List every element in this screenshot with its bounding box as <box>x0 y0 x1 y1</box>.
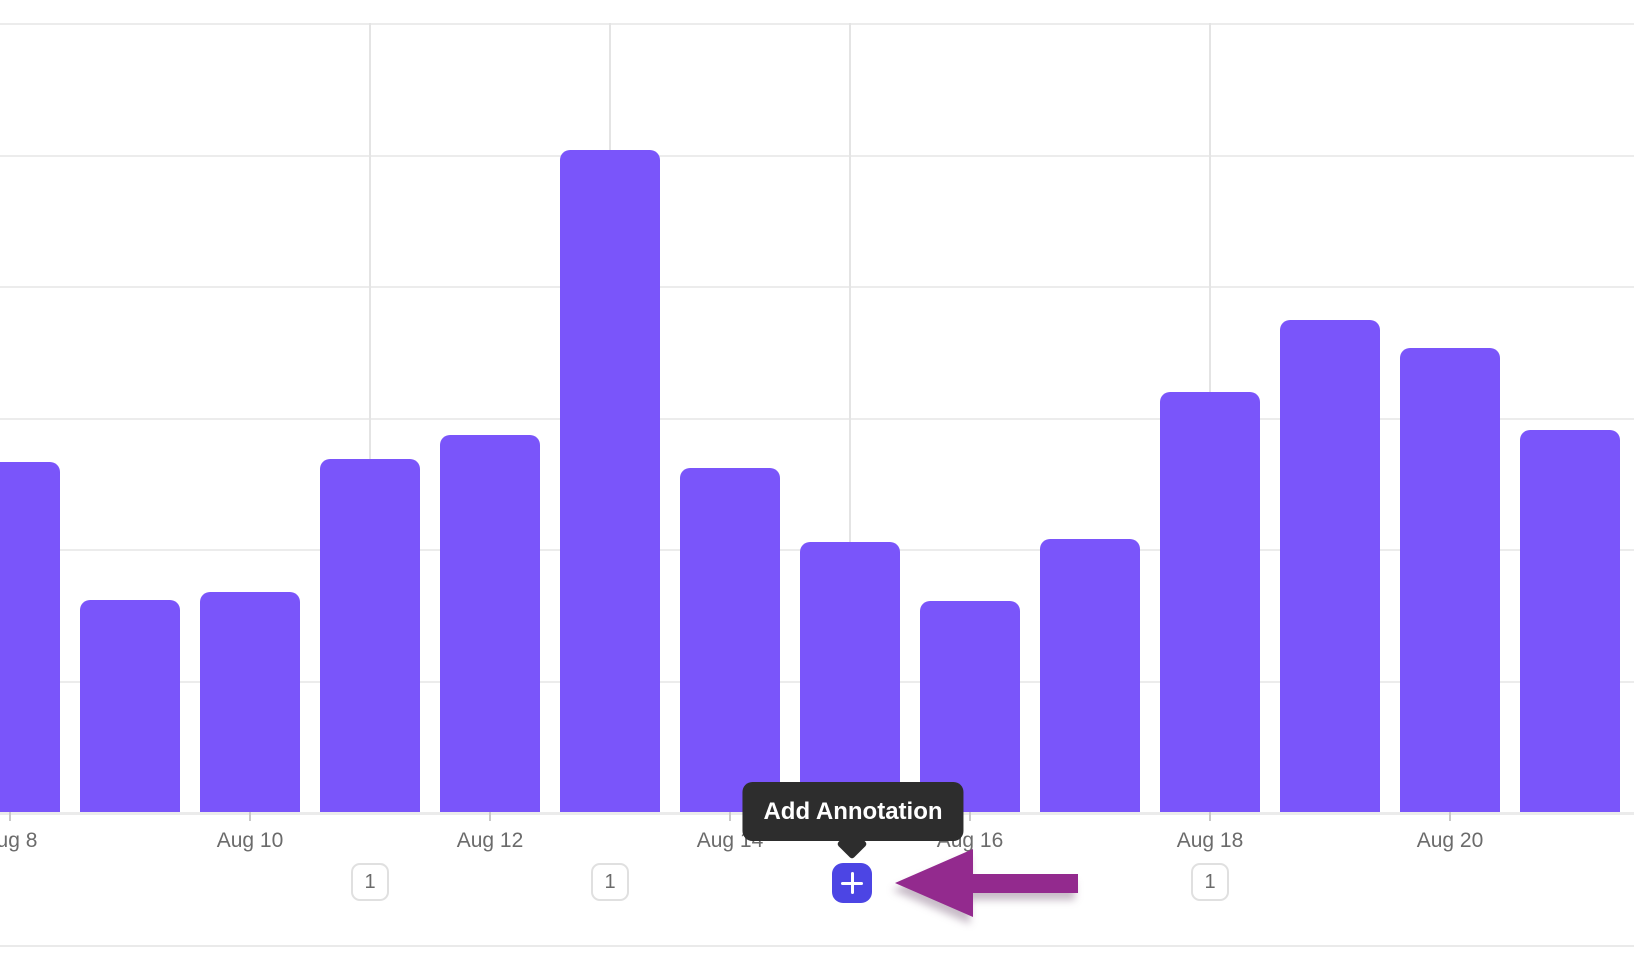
bar-aug-11[interactable] <box>320 459 420 812</box>
bar-aug-12[interactable] <box>440 435 540 812</box>
x-axis-tick <box>1209 812 1211 821</box>
bar-aug-10[interactable] <box>200 592 300 812</box>
x-axis-tick <box>249 812 251 821</box>
gridline-horizontal <box>0 418 1634 420</box>
annotation-badge-aug-13[interactable]: 1 <box>591 863 629 901</box>
annotation-marker-line <box>369 23 371 812</box>
bar-aug-8[interactable] <box>0 462 60 812</box>
bar-aug-17[interactable] <box>1040 539 1140 812</box>
add-annotation-tooltip: Add Annotation <box>742 782 964 841</box>
gridline-horizontal <box>0 286 1634 288</box>
bar-aug-21[interactable] <box>1520 430 1620 812</box>
annotation-marker-line <box>849 23 851 812</box>
x-axis-label: Aug 10 <box>216 829 284 852</box>
gridline-horizontal <box>0 155 1634 157</box>
x-axis-tick <box>9 812 11 821</box>
bar-aug-16[interactable] <box>920 601 1020 812</box>
bar-aug-13[interactable] <box>560 150 660 812</box>
x-axis-tick <box>969 812 971 821</box>
x-axis-tick <box>1449 812 1451 821</box>
annotation-badge-aug-11[interactable]: 1 <box>351 863 389 901</box>
x-axis-label: Aug 18 <box>1176 829 1244 852</box>
add-annotation-button[interactable] <box>832 863 872 903</box>
tooltip-label: Add Annotation <box>763 797 943 825</box>
bar-aug-14[interactable] <box>680 468 780 812</box>
bar-aug-15[interactable] <box>800 542 900 812</box>
x-axis-label: Aug 12 <box>456 829 524 852</box>
pointer-arrow-icon <box>895 849 1078 917</box>
plus-icon <box>841 872 863 894</box>
x-axis-label: Aug 20 <box>1416 829 1484 852</box>
bar-aug-9[interactable] <box>80 600 180 812</box>
x-axis-tick <box>489 812 491 821</box>
x-axis-label: Aug 8 <box>0 829 38 852</box>
bottom-separator <box>0 945 1634 947</box>
bar-aug-19[interactable] <box>1280 320 1380 812</box>
bar-aug-20[interactable] <box>1400 348 1500 812</box>
bar-aug-18[interactable] <box>1160 392 1260 812</box>
annotation-badge-aug-18[interactable]: 1 <box>1191 863 1229 901</box>
x-axis-tick <box>729 812 731 821</box>
gridline-horizontal <box>0 23 1634 25</box>
